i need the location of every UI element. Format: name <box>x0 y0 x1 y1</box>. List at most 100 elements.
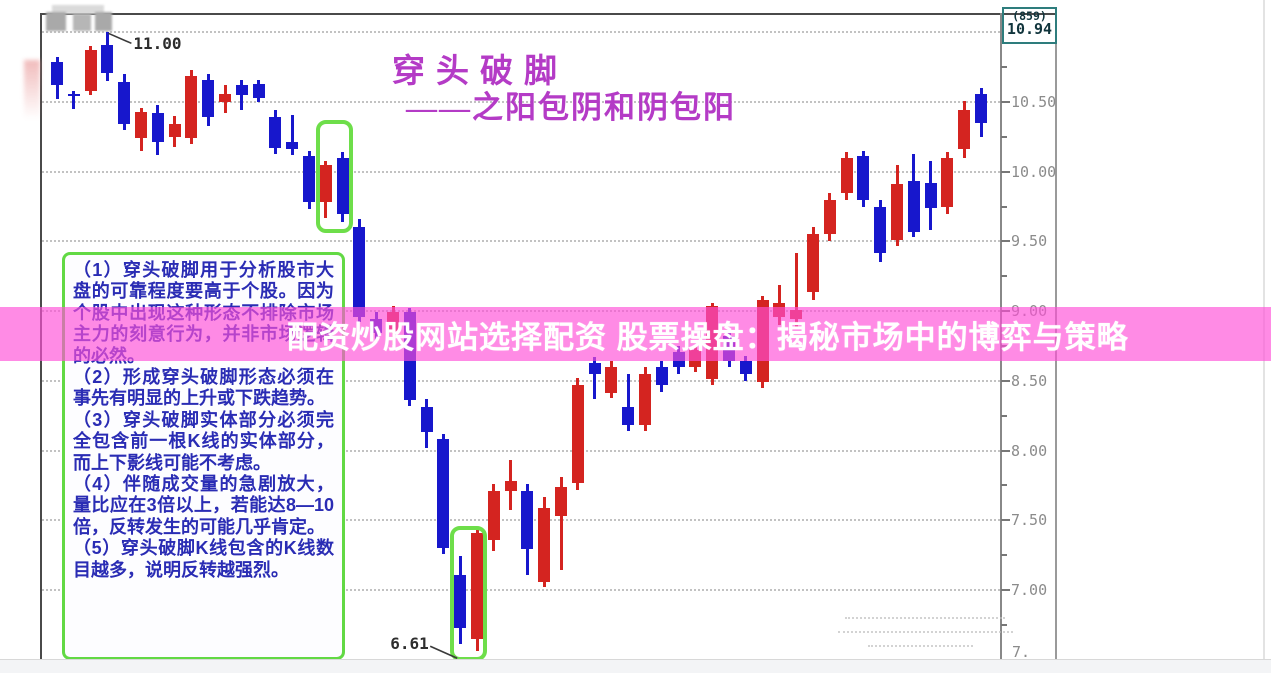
axis-label: 8.50 <box>1011 371 1048 390</box>
axis-tick <box>1001 135 1007 138</box>
candle-bearish <box>51 61 63 86</box>
candle-bullish <box>807 234 819 292</box>
quote-count: (859) <box>1012 9 1047 23</box>
gridline <box>42 588 1000 591</box>
axis-label: 10.50 <box>1011 93 1057 111</box>
candle-bearish <box>521 490 534 550</box>
candle-bearish <box>655 366 668 385</box>
gridline <box>42 519 1000 522</box>
candle-wick <box>72 90 76 109</box>
candle-bearish <box>454 574 467 628</box>
axis-tick <box>1001 101 1010 103</box>
axis-tick <box>1001 588 1010 591</box>
candle-bearish <box>202 79 215 118</box>
candle-bearish <box>353 227 366 317</box>
candle-wick <box>794 252 798 328</box>
axis-tick <box>1001 449 1010 452</box>
engulfing-highlight-box-bottom <box>450 525 487 661</box>
candle-bullish <box>555 486 567 516</box>
candle-bearish <box>857 156 870 200</box>
candle-bearish <box>303 156 315 203</box>
axis-tick <box>1001 484 1007 487</box>
axis-tick <box>1001 275 1007 278</box>
candle-bullish <box>219 93 231 102</box>
candle-bearish <box>235 85 248 96</box>
high-price-annotation: 11.00 <box>133 34 182 54</box>
axis-tick <box>1001 170 1010 173</box>
note-paragraph: （2）形成穿头破脚形态必须在事先有明显的上升或下跌趋势。 <box>73 367 334 409</box>
gridline <box>42 101 1000 103</box>
axis-label: 7.50 <box>1011 511 1048 530</box>
candle-bearish <box>286 142 299 150</box>
candle-bullish <box>605 366 618 394</box>
candle-wick <box>290 114 294 155</box>
axis-label: 8.00 <box>1011 441 1048 460</box>
watermark-logo-bar <box>52 5 104 14</box>
candle-bullish <box>84 50 97 91</box>
candle-wick <box>626 373 630 431</box>
latest-quote-box: (859) 10.94 <box>1002 7 1057 44</box>
candle-bullish <box>840 157 853 193</box>
watermark-dots-row <box>838 631 1013 633</box>
candle-bullish <box>319 164 332 203</box>
note-paragraph: （5）穿头破脚K线包含的K线数目越多，说明反转越强烈。 <box>73 538 334 580</box>
candle-bearish <box>739 361 752 374</box>
engulfing-highlight-box-top <box>315 120 353 234</box>
candle-bullish <box>941 157 954 207</box>
candle-bearish <box>101 44 114 73</box>
axis-tick <box>1001 205 1007 208</box>
axis-tick <box>1001 379 1010 382</box>
note-paragraph: （3）穿头破脚实体部分必须完全包含前一根K线的实体部分，而上下影线可能不考虑。 <box>73 409 334 473</box>
note-paragraph: （4）伴随成交量的急剧放大，量比应在3倍以上，若能达8—10倍，反转发生的可能几… <box>73 474 334 537</box>
watermark-red-smudge <box>24 60 40 126</box>
axis-tick <box>1001 519 1010 522</box>
candle-wick <box>240 79 244 111</box>
watermark-logo-block <box>46 12 66 31</box>
gridline <box>42 31 1000 34</box>
axis-label-partial: 7. <box>1012 643 1031 661</box>
candle-bearish <box>269 117 282 148</box>
candle-bearish <box>924 182 937 208</box>
candle-bullish <box>958 110 971 150</box>
quote-price: 10.94 <box>1006 20 1053 39</box>
candle-bearish <box>874 206 887 253</box>
chart-title-line1: 穿头破脚 <box>392 54 568 90</box>
watermark-logo-block <box>95 12 112 31</box>
candle-bearish <box>975 93 987 123</box>
low-price-annotation: 6.61 <box>390 634 429 654</box>
candle-bearish <box>151 113 164 143</box>
candle-bearish <box>252 83 265 98</box>
candle-bearish <box>336 157 349 214</box>
axis-tick <box>1001 66 1007 69</box>
axis-tick <box>1001 240 1010 243</box>
candle-bullish <box>639 373 651 426</box>
promo-banner: 配资炒股网站选择配资 股票操盘：揭秘市场中的博弈与策略 <box>0 307 1271 361</box>
watermark-dots-row <box>868 645 973 647</box>
watermark-logo-block <box>73 14 91 31</box>
candle-wick <box>559 476 563 571</box>
bottom-strip <box>0 659 1271 673</box>
gridline <box>42 240 1000 243</box>
axis-label: 9.50 <box>1011 232 1048 251</box>
candle-bearish <box>118 82 131 125</box>
gridline <box>42 449 1000 452</box>
candle-bearish <box>437 439 450 549</box>
watermark-dots-row <box>845 617 1005 619</box>
candle-bearish <box>907 181 920 232</box>
gridline <box>42 379 1000 382</box>
axis-tick <box>1001 414 1007 417</box>
promo-banner-text: 配资炒股网站选择配资 股票操盘：揭秘市场中的博弈与策略 <box>287 319 1129 355</box>
axis-label: 10.00 <box>1011 162 1057 181</box>
candle-bullish <box>135 111 147 139</box>
candle-bullish <box>538 507 551 582</box>
axis-tick <box>1001 623 1007 626</box>
chart-title-line2: ——之阳包阴和阴包阳 <box>406 90 736 125</box>
candle-bullish <box>185 75 198 139</box>
candle-wick <box>593 357 597 399</box>
candle-bullish <box>571 384 584 483</box>
candle-bearish <box>67 93 80 97</box>
candle-bullish <box>504 481 517 491</box>
candle-bearish <box>622 407 635 426</box>
candle-bearish <box>588 362 601 374</box>
